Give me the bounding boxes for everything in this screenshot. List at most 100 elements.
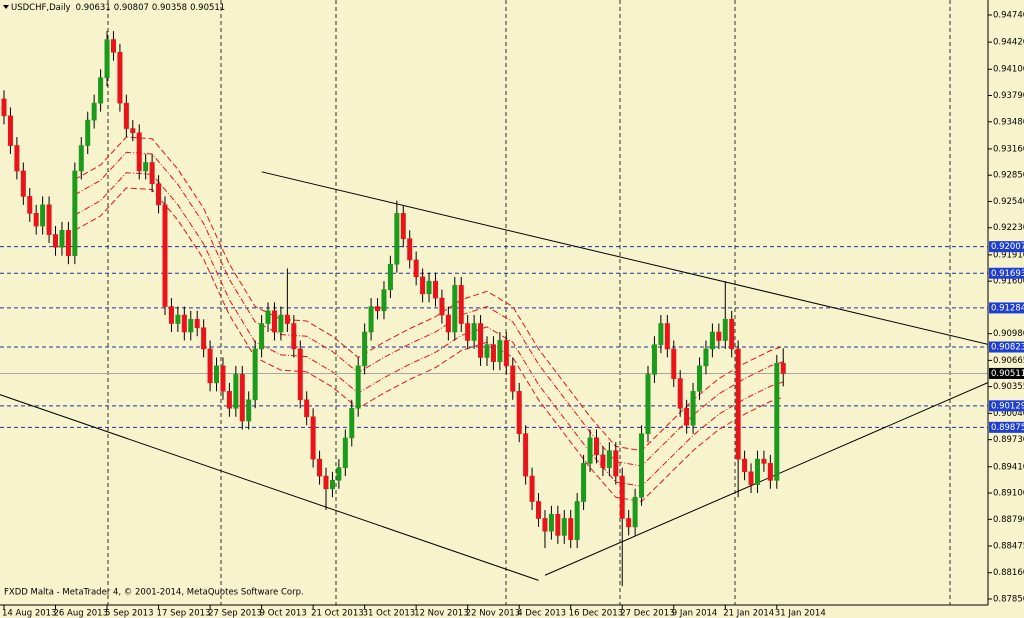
candle-body <box>735 348 741 460</box>
candle-body <box>581 463 587 502</box>
x-tick-label: 27 Sep 2013 <box>208 609 262 618</box>
candle-body <box>774 363 780 481</box>
candle-body <box>387 263 393 290</box>
candle-body <box>458 285 464 324</box>
candle-body <box>7 115 13 146</box>
price-label: 0.90511 <box>991 369 1024 379</box>
candle-body <box>748 471 754 485</box>
candle-body <box>400 213 406 240</box>
candle-body <box>651 344 657 375</box>
candle-body <box>413 259 419 278</box>
plot-area <box>0 0 988 605</box>
x-tick-label: 17 Sep 2013 <box>157 609 211 618</box>
x-tick-label: 26 Aug 2013 <box>54 609 108 618</box>
candle-body <box>46 204 52 235</box>
candle-body <box>626 518 632 528</box>
candle-body <box>149 162 155 184</box>
candle-body <box>561 518 567 536</box>
candle-body <box>123 102 129 129</box>
candle-body <box>40 204 46 227</box>
x-tick-label: 9 Oct 2013 <box>260 609 307 618</box>
candle-body <box>181 314 187 333</box>
candle-body <box>214 365 220 384</box>
level-label: 0.92007 <box>991 242 1024 252</box>
candle-body <box>613 450 619 477</box>
y-tick-label: 0.87850 <box>993 594 1024 604</box>
candle-body <box>658 323 664 346</box>
candle-body <box>27 196 33 214</box>
candle-body <box>445 314 451 333</box>
symbol: USDCHF,Daily <box>11 3 71 13</box>
candle-body <box>130 128 136 134</box>
candle-body <box>336 467 342 481</box>
candle-body <box>510 365 516 392</box>
envelope-line <box>74 172 784 487</box>
candle-body <box>645 374 651 435</box>
level-label: 0.91693 <box>991 269 1024 279</box>
y-tick-label: 0.88475 <box>993 542 1024 552</box>
x-tick-label: 12 Nov 2013 <box>414 609 468 618</box>
y-tick-label: 0.90665 <box>993 356 1024 366</box>
candle-body <box>72 170 78 257</box>
candle-body <box>246 399 252 422</box>
x-tick-label: 21 Jan 2014 <box>723 609 774 618</box>
candle-body <box>110 39 116 53</box>
candle-body <box>162 204 168 307</box>
candle-body <box>329 480 335 490</box>
candle-body <box>291 323 297 350</box>
candle-body <box>252 348 258 401</box>
x-tick-label: 16 Dec 2013 <box>569 609 623 618</box>
candle-body <box>490 344 496 362</box>
candle-body <box>690 391 696 426</box>
candle-body <box>394 213 400 265</box>
level-label: 0.89875 <box>991 423 1024 433</box>
candle-body <box>259 323 265 350</box>
envelope-line <box>74 136 784 452</box>
x-tick-label: 31 Oct 2013 <box>363 609 416 618</box>
candle-body <box>574 501 580 540</box>
candle-body <box>703 348 709 367</box>
candle-body <box>722 318 728 341</box>
candle-body <box>767 463 773 481</box>
level-label: 0.90823 <box>991 342 1024 352</box>
header-close: 0.90511 <box>190 3 225 13</box>
y-tick-label: 0.90355 <box>993 382 1024 392</box>
envelope-line <box>74 187 784 503</box>
candle-body <box>381 289 387 312</box>
candle-body <box>368 306 374 333</box>
candle-body <box>143 162 149 172</box>
candle-body <box>780 362 786 374</box>
candle-body <box>304 399 310 418</box>
candle-body <box>20 170 26 197</box>
candle-body <box>271 310 277 333</box>
footer: FXDD Malta - MetaTrader 4, © 2001-2014, … <box>4 588 304 598</box>
level-label-box <box>989 267 1024 279</box>
candle-body <box>548 513 554 532</box>
candle-body <box>761 458 767 464</box>
candle-body <box>78 145 84 172</box>
candle-body <box>226 391 232 409</box>
x-tick-label: 14 Aug 2013 <box>2 609 56 618</box>
header-arrow <box>3 5 9 9</box>
trendline <box>261 171 988 345</box>
candle-body <box>606 450 612 468</box>
level-label-box <box>989 341 1024 353</box>
candle-body <box>342 437 348 468</box>
level-label-box <box>989 302 1024 314</box>
candle-body <box>568 518 574 540</box>
candle-body <box>439 297 445 316</box>
candle-body <box>432 280 438 299</box>
